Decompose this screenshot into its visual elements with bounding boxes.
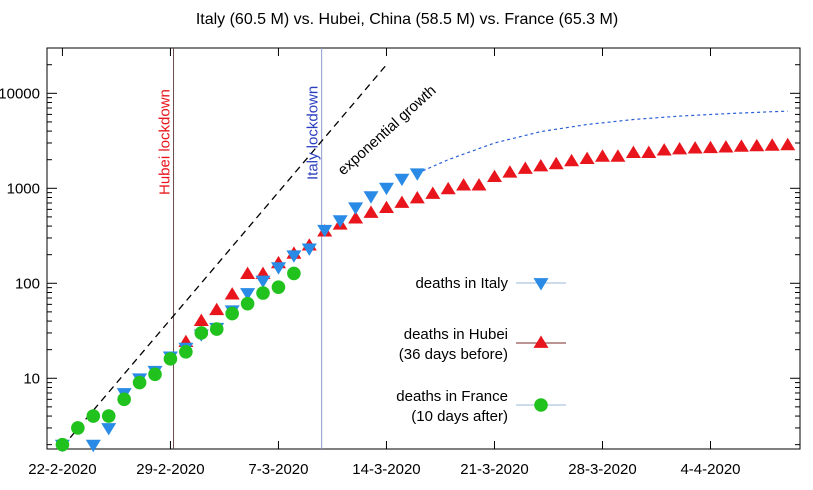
legend-label: deaths in France — [396, 388, 508, 405]
x-tick-label: 4-4-2020 — [680, 461, 740, 478]
plot-frame — [46, 47, 801, 450]
x-tick-label: 14-3-2020 — [352, 461, 420, 478]
data-point — [240, 266, 256, 279]
data-point — [379, 182, 394, 196]
data-point — [86, 409, 101, 423]
italy-lockdown-label: Italy lockdown — [305, 86, 322, 180]
data-point — [517, 161, 533, 174]
x-tick-label: 22-2-2020 — [28, 461, 96, 478]
data-point — [71, 421, 85, 435]
data-point — [363, 205, 379, 218]
data-point — [317, 224, 333, 238]
data-point — [132, 375, 147, 390]
data-point — [456, 178, 472, 191]
data-point — [209, 302, 225, 316]
data-point — [256, 286, 270, 300]
data-point — [394, 195, 410, 208]
data-point — [117, 392, 131, 407]
data-point — [194, 326, 209, 340]
data-point — [332, 215, 348, 228]
y-tick-label: 100 — [15, 275, 40, 292]
data-point — [163, 352, 178, 366]
data-point — [101, 409, 116, 423]
y-tick-label: 10 — [23, 370, 40, 387]
data-point — [193, 313, 209, 326]
data-point — [240, 288, 256, 301]
legend-label-line2: (36 days before) — [399, 346, 508, 363]
data-point — [55, 437, 70, 452]
data-point — [287, 266, 301, 281]
data-point — [225, 306, 239, 321]
series-circle — [55, 266, 301, 452]
data-point — [548, 156, 564, 170]
x-tick-label: 21-3-2020 — [460, 461, 528, 478]
data-point — [394, 173, 410, 187]
chart-title: Italy (60.5 M) vs. Hubei, China (58.5 M)… — [196, 11, 618, 28]
y-tick-label: 1000 — [7, 180, 40, 197]
data-point — [625, 145, 641, 158]
data-point — [487, 169, 502, 182]
data-point — [533, 159, 549, 172]
data-point — [703, 140, 718, 154]
data-point — [471, 178, 487, 191]
x-tick-label: 28-3-2020 — [568, 461, 636, 478]
data-point — [209, 322, 224, 336]
exponential-growth-label: exponential growth — [335, 82, 440, 179]
data-point — [255, 275, 271, 288]
guide-lines — [61, 48, 788, 449]
legend-label-line2: (10 days after) — [411, 408, 508, 425]
data-point — [224, 287, 240, 300]
data-point — [301, 243, 317, 256]
series-triangle-up — [178, 137, 796, 347]
data-point — [348, 211, 364, 224]
hubei-lockdown-label: Hubei lockdown — [157, 89, 174, 195]
legend-label: deaths in Hubei — [404, 326, 508, 343]
data-point — [672, 142, 688, 155]
data-point — [179, 344, 193, 359]
italy-projection-line — [417, 110, 788, 174]
series-triangle-down — [379, 168, 425, 196]
data-point — [363, 191, 379, 204]
data-point — [348, 202, 364, 215]
data-point — [502, 165, 518, 178]
data-point — [271, 280, 286, 294]
data-point — [764, 138, 780, 151]
legend-marker — [534, 398, 548, 412]
data-point — [425, 186, 441, 199]
legend: deaths in Italy deaths in Hubei (36 days b… — [396, 275, 566, 425]
data-point — [564, 153, 580, 167]
y-tick-label: 10000 — [0, 85, 40, 102]
data-point — [610, 149, 626, 162]
data-point — [379, 200, 394, 213]
data-marks — [54, 137, 796, 453]
data-point — [409, 168, 425, 181]
x-tick-label: 7-3-2020 — [248, 461, 308, 478]
data-point — [148, 367, 162, 382]
data-point — [718, 140, 734, 153]
data-point — [579, 151, 595, 164]
data-point — [409, 191, 425, 204]
legend-label: deaths in Italy — [415, 275, 508, 292]
data-point — [271, 262, 286, 275]
data-point — [440, 181, 456, 195]
data-point — [780, 137, 796, 151]
data-point — [240, 296, 255, 311]
data-point — [595, 149, 610, 162]
data-point — [85, 439, 101, 453]
exponential-growth-line — [61, 64, 387, 448]
data-point — [286, 250, 302, 263]
legend-marker — [533, 335, 549, 348]
data-point — [656, 143, 672, 156]
data-point — [101, 423, 117, 436]
x-tick-label: 29-2-2020 — [136, 461, 204, 478]
data-point — [749, 138, 765, 152]
data-point — [687, 141, 703, 154]
data-point — [733, 139, 749, 152]
axes: 22-2-2020 29-2-2020 7-3-2020 14-3-2020 21-3-… — [0, 47, 800, 478]
legend-marker — [533, 278, 549, 291]
data-point — [641, 145, 657, 158]
